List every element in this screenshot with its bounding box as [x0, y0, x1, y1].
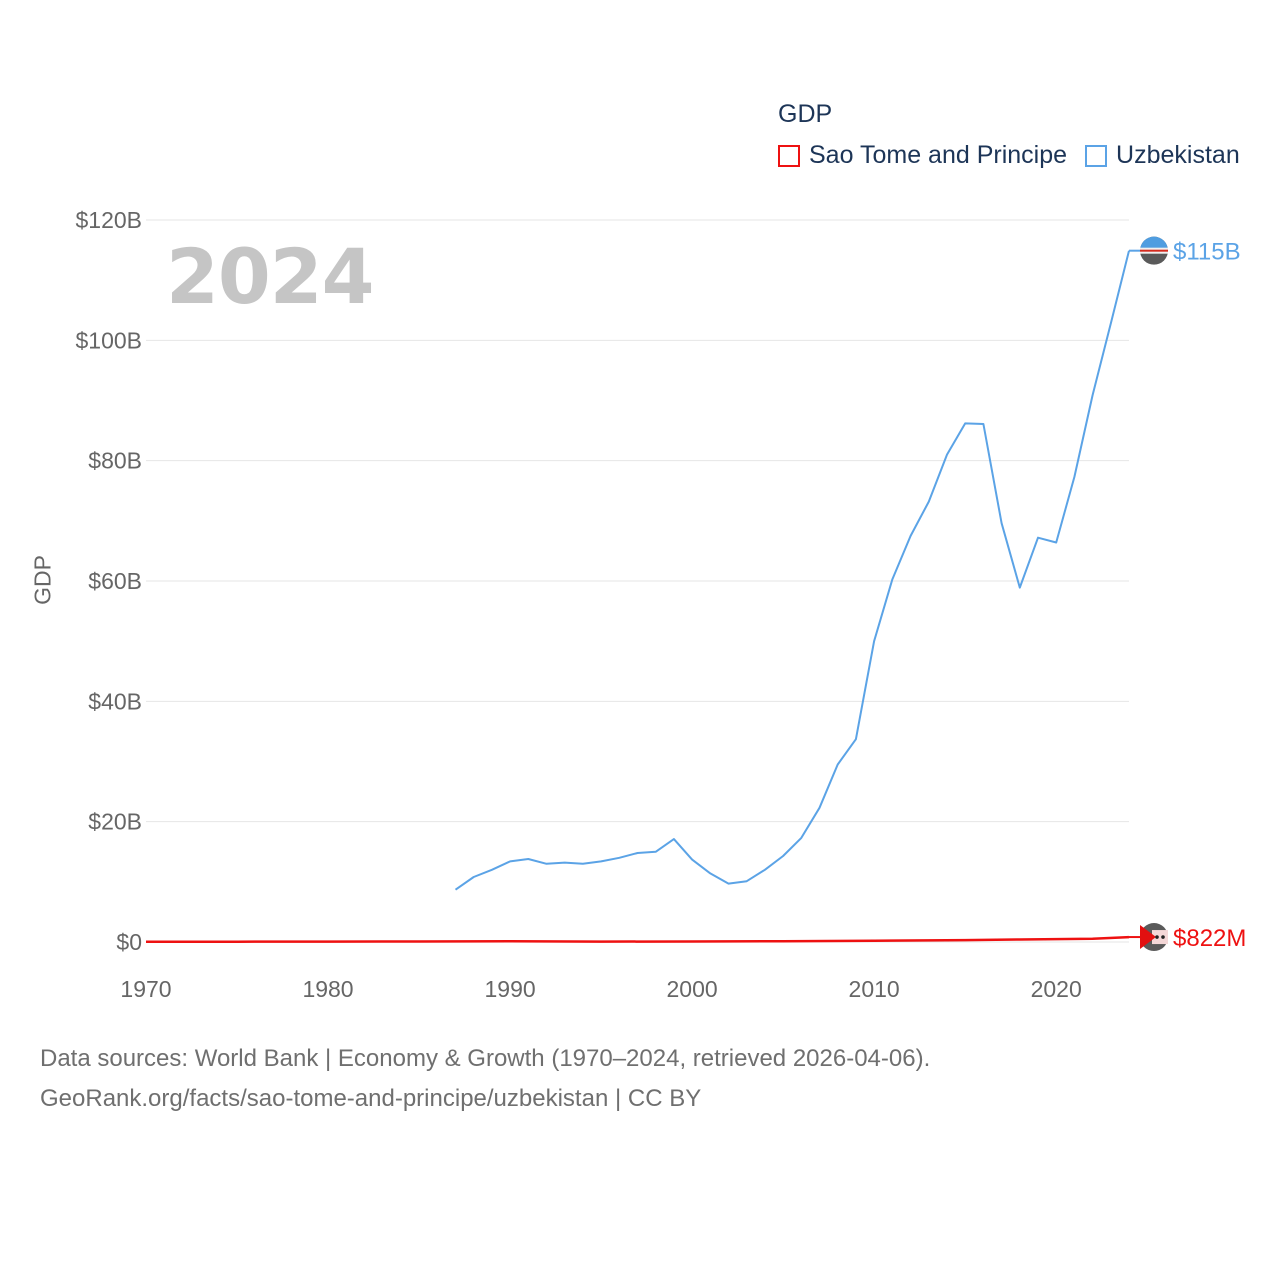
legend: Sao Tome and Principe Uzbekistan — [778, 141, 1258, 170]
legend-swatch-sao-tome — [778, 144, 800, 167]
x-axis-ticks: 1970 1980 1990 2000 2010 2020 — [120, 976, 1081, 1002]
flag-icon-sao-tome-and-principe — [1140, 923, 1168, 952]
x-tick-label: 2000 — [667, 976, 718, 1002]
series-line-sao-tome-and-principe — [145, 935, 1130, 944]
series-lines — [145, 250, 1130, 944]
x-tick-label: 2020 — [1031, 976, 1082, 1002]
end-value-label-sao-tome-and-principe: $822M — [1173, 925, 1246, 952]
flag-band-blue — [1140, 236, 1168, 251]
series-line-uzbekistan — [454, 250, 1130, 891]
x-tick-label: 1980 — [302, 976, 353, 1002]
flag-band-red — [1140, 249, 1168, 252]
legend-item-uzbekistan[interactable]: Uzbekistan — [1085, 141, 1240, 170]
y-tick-label: $20B — [88, 809, 142, 835]
legend-label-sao-tome: Sao Tome and Principe — [809, 141, 1068, 169]
x-tick-label: 1990 — [484, 976, 535, 1002]
y-tick-label: $120B — [75, 207, 142, 233]
y-axis-ticks: $0 $20B $40B $60B $80B $100B $120B — [75, 207, 142, 955]
y-axis-label: GDP — [29, 555, 56, 605]
y-tick-label: $0 — [116, 929, 142, 955]
source-line-1: Data sources: World Bank | Economy & Gro… — [40, 1045, 931, 1072]
flag-triangle — [1140, 925, 1156, 950]
flag-icon-uzbekistan — [1140, 236, 1168, 265]
year-label: 2024 — [166, 232, 375, 321]
flag-star — [1161, 935, 1165, 939]
legend-item-sao-tome[interactable]: Sao Tome and Principe — [778, 141, 1067, 170]
flag-star — [1155, 935, 1159, 939]
legend-label-uzbekistan: Uzbekistan — [1116, 141, 1240, 169]
y-tick-label: $80B — [88, 448, 142, 474]
y-tick-label: $40B — [88, 688, 142, 714]
y-tick-label: $60B — [88, 568, 142, 594]
gridlines — [146, 219, 1129, 943]
legend-swatch-uzbekistan — [1085, 144, 1108, 167]
x-tick-label: 1970 — [120, 976, 171, 1002]
legend-title: GDP — [778, 100, 833, 128]
flag-band-light — [1152, 930, 1168, 945]
source-line-2[interactable]: GeoRank.org/facts/sao-tome-and-principe/… — [40, 1085, 702, 1112]
y-tick-label: $100B — [75, 327, 142, 353]
end-markers: $822M $115B — [1129, 236, 1246, 952]
x-tick-label: 2010 — [849, 976, 900, 1002]
end-value-label-uzbekistan: $115B — [1173, 239, 1241, 266]
